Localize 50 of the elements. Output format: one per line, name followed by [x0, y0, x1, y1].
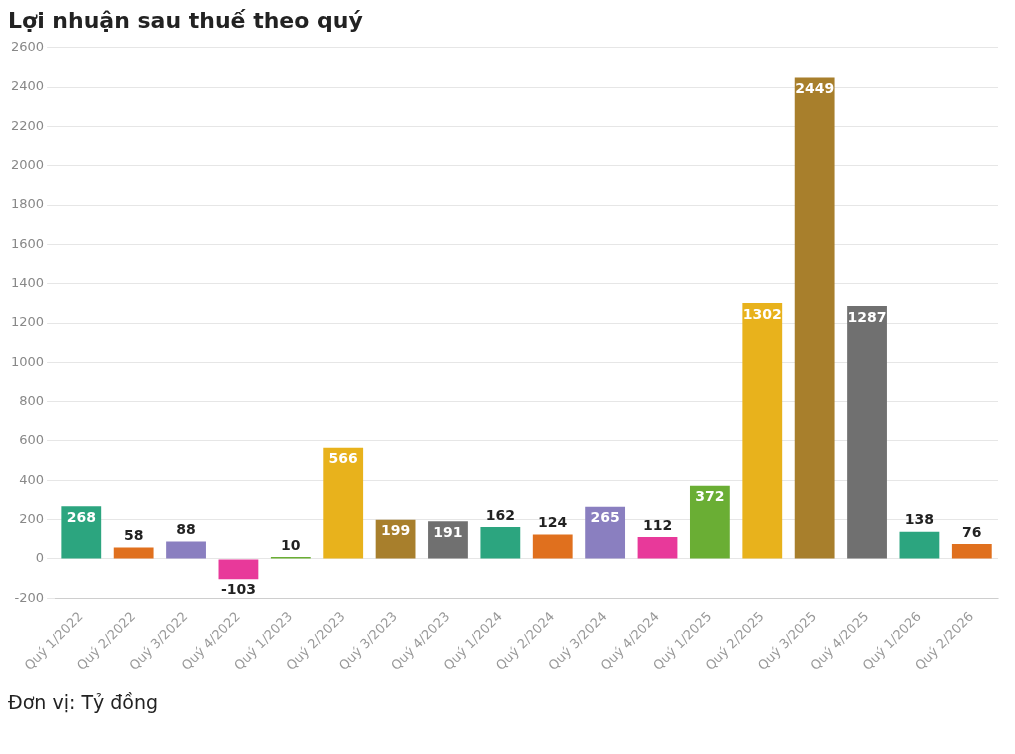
bar	[480, 527, 521, 559]
y-tick-label: 0	[35, 550, 45, 566]
bar	[899, 531, 940, 559]
bar	[637, 536, 678, 559]
y-tick-label: 1400	[10, 275, 45, 291]
data-label: 162	[485, 506, 515, 523]
y-tick-label: 1000	[10, 353, 45, 369]
bar	[166, 541, 206, 559]
bar	[532, 534, 573, 559]
text: Đơn vị: Tỷ đồng	[8, 691, 160, 713]
bar	[689, 485, 730, 559]
y-tick-label: 2600	[10, 39, 45, 55]
data-label: 88	[176, 521, 196, 538]
data-label: 265	[590, 509, 620, 526]
y-tick-label: 1200	[10, 314, 45, 330]
y-tick-label: 2200	[10, 117, 45, 133]
data-label: 124	[538, 514, 568, 531]
data-label: 372	[695, 488, 725, 505]
bar	[585, 506, 626, 559]
data-label: 566	[328, 450, 358, 467]
bar	[951, 543, 992, 559]
y-tick-label: 600	[19, 432, 45, 448]
y-tick-label: 1800	[10, 196, 45, 212]
chart-title: Lợi nhuận sau thuế theo quý	[8, 8, 364, 33]
data-label: 1302	[742, 305, 782, 322]
bar	[113, 547, 154, 559]
y-tick-label: 400	[19, 471, 45, 487]
bar	[847, 305, 887, 559]
bar	[218, 559, 259, 580]
data-label: 138	[904, 511, 935, 528]
data-label: 1287	[847, 308, 887, 325]
y-tick-label: 1600	[10, 235, 45, 251]
bar	[794, 77, 835, 559]
bar	[742, 302, 783, 559]
data-label: 10	[281, 536, 301, 553]
y-tick-label: 200	[19, 510, 45, 526]
y-tick-label: -200	[14, 589, 45, 605]
y-tick-label: 2400	[10, 78, 45, 94]
y-tick-label: 800	[19, 393, 45, 409]
bar	[61, 506, 102, 559]
data-label: -103	[220, 580, 256, 597]
data-label: 112	[642, 516, 673, 533]
data-label: 2449	[795, 80, 835, 97]
data-label: 76	[962, 523, 982, 540]
data-label: 199	[380, 522, 411, 539]
y-tick-label: 2000	[10, 157, 45, 173]
data-label: 58	[123, 527, 144, 544]
bar	[323, 447, 364, 559]
data-label: 268	[66, 508, 96, 525]
data-label: 191	[433, 523, 463, 540]
